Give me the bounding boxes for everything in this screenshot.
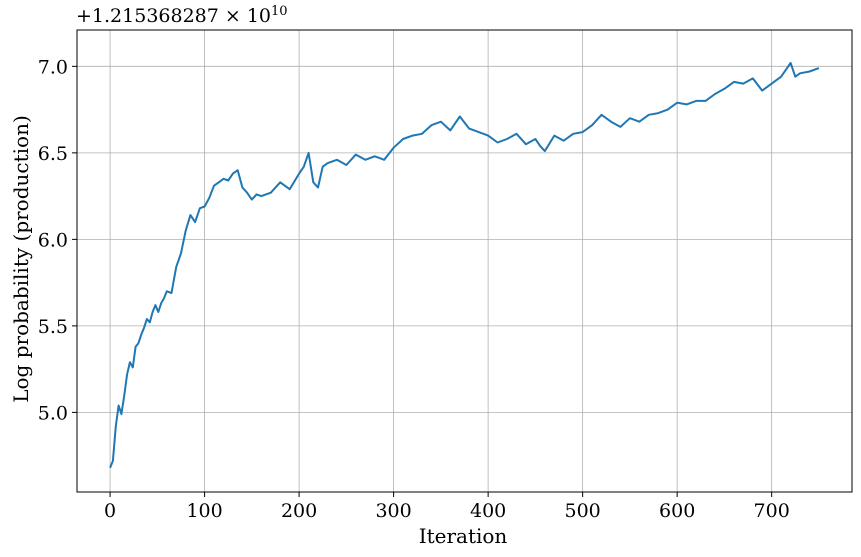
x-tick-label: 200 <box>281 500 317 522</box>
axis-ticks: 0 100 200 300 400 500 600 700 5.0 5.5 6.0 6.5 7.0 <box>38 56 790 522</box>
x-tick-label: 0 <box>104 500 116 522</box>
y-offset-base: +1.215368287 × 10 <box>76 5 271 27</box>
x-axis-label: Iteration <box>419 524 508 548</box>
y-tick-label: 5.0 <box>38 402 68 424</box>
x-tick-label: 300 <box>375 500 411 522</box>
y-offset-label: +1.215368287 × 1010 <box>76 4 288 27</box>
y-tick-label: 7.0 <box>38 56 68 78</box>
y-axis-label: Log probability (production) <box>9 115 33 403</box>
x-tick-label: 600 <box>659 500 695 522</box>
plot-area-frame <box>76 29 853 493</box>
x-tick-label: 400 <box>470 500 506 522</box>
x-tick-label: 700 <box>754 500 790 522</box>
y-offset-exponent: 10 <box>271 4 288 19</box>
x-tick-label: 500 <box>565 500 601 522</box>
grid-lines <box>77 30 852 492</box>
y-tick-label: 6.5 <box>38 143 68 165</box>
y-tick-label: 6.0 <box>38 229 68 251</box>
series-line <box>109 61 820 469</box>
y-tick-label: 5.5 <box>38 316 68 338</box>
x-tick-label: 100 <box>186 500 222 522</box>
